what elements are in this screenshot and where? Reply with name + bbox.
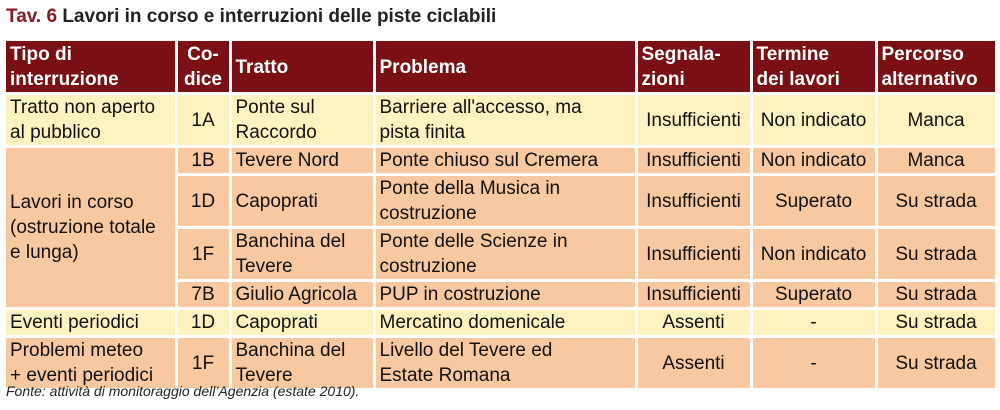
- problema-cell: Ponte chiuso sul Cremera: [374, 146, 638, 176]
- codice-cell: 1A: [176, 93, 232, 148]
- segnalazioni-cell: Assenti: [636, 336, 753, 391]
- percorso-cell: Su strada: [876, 336, 998, 391]
- percorso-cell: Su strada: [876, 308, 998, 338]
- header-segnalazioni: Segnala-zioni: [636, 41, 753, 95]
- source-note: Fonte: attività di monitoraggio dell’Age…: [6, 383, 360, 399]
- header-tratto: Tratto: [230, 41, 376, 95]
- segnalazioni-cell: Insufficienti: [636, 280, 753, 310]
- percorso-cell: Su strada: [876, 174, 998, 229]
- table-row: 1D Capoprati Ponte della Musica in costru…: [6, 174, 998, 229]
- table-row: 1F Banchina del Tevere Ponte delle Scienz…: [6, 227, 998, 282]
- table-title: Tav. 6 Lavori in corso e interruzioni de…: [6, 6, 496, 28]
- termine-cell: Superato: [751, 280, 878, 310]
- header-problema: Problema: [374, 41, 638, 95]
- codice-cell: 1D: [176, 174, 232, 229]
- tratto-cell: Capoprati: [230, 174, 376, 229]
- problema-cell: Livello del Tevere ed Estate Romana: [374, 336, 638, 391]
- header-tipo: Tipo di interruzione: [6, 41, 178, 95]
- codice-cell: 1F: [176, 227, 232, 282]
- problema-cell: Mercatino domenicale: [374, 308, 638, 338]
- percorso-cell: Su strada: [876, 280, 998, 310]
- segnalazioni-cell: Assenti: [636, 308, 753, 338]
- group-tipo-cell: Problemi meteo + eventi periodici: [6, 336, 178, 391]
- termine-cell: -: [751, 336, 878, 391]
- codice-cell: 1F: [176, 336, 232, 391]
- header-percorso: Percorso alternativo: [876, 41, 998, 95]
- termine-cell: -: [751, 308, 878, 338]
- table-row: Problemi meteo + eventi periodici 1F Banc…: [6, 336, 998, 391]
- termine-cell: Non indicato: [751, 146, 878, 176]
- percorso-cell: Manca: [876, 146, 998, 176]
- table-title-text: Lavori in corso e interruzioni delle pis…: [62, 6, 497, 27]
- interruptions-table: Tipo di interruzione Co-dice Tratto Probl…: [6, 41, 998, 391]
- table-row: Eventi periodici 1D Capoprati Mercatino …: [6, 308, 998, 338]
- codice-cell: 1B: [176, 146, 232, 176]
- tratto-cell: Banchina del Tevere: [230, 227, 376, 282]
- header-row: Tipo di interruzione Co-dice Tratto Probl…: [6, 41, 998, 95]
- termine-cell: Non indicato: [751, 227, 878, 282]
- percorso-cell: Manca: [876, 93, 998, 148]
- group-tipo-cell: Lavori in corso (ostruzione totale e lunga…: [6, 146, 178, 310]
- table-row: Tratto non aperto al pubblico 1A Ponte su…: [6, 93, 998, 148]
- segnalazioni-cell: Insufficienti: [636, 146, 753, 176]
- segnalazioni-cell: Insufficienti: [636, 227, 753, 282]
- tratto-cell: Banchina del Tevere: [230, 336, 376, 391]
- problema-cell: PUP in costruzione: [374, 280, 638, 310]
- percorso-cell: Su strada: [876, 227, 998, 282]
- termine-cell: Non indicato: [751, 93, 878, 148]
- table-row: Lavori in corso (ostruzione totale e lunga…: [6, 146, 998, 310]
- termine-cell: Superato: [751, 174, 878, 229]
- problema-cell: Ponte delle Scienze in costruzione: [374, 227, 638, 282]
- problema-cell: Barriere all'accesso, ma pista finita: [374, 93, 638, 148]
- group-tipo-cell: Eventi periodici: [6, 308, 178, 338]
- segnalazioni-cell: Insufficienti: [636, 174, 753, 229]
- tratto-cell: Giulio Agricola: [230, 280, 376, 310]
- codice-cell: 7B: [176, 280, 232, 310]
- table-number: Tav. 6: [6, 6, 58, 27]
- tratto-cell: Ponte sul Raccordo: [230, 93, 376, 148]
- segnalazioni-cell: Insufficienti: [636, 93, 753, 148]
- group-tipo-cell: Tratto non aperto al pubblico: [6, 93, 178, 148]
- codice-cell: 1D: [176, 308, 232, 338]
- tratto-cell: Tevere Nord: [230, 146, 376, 176]
- problema-cell: Ponte della Musica in costruzione: [374, 174, 638, 229]
- tratto-cell: Capoprati: [230, 308, 376, 338]
- table-row: 7B Giulio Agricola PUP in costruzione In…: [6, 280, 998, 310]
- header-termine: Termine dei lavori: [751, 41, 878, 95]
- header-codice: Co-dice: [176, 41, 232, 95]
